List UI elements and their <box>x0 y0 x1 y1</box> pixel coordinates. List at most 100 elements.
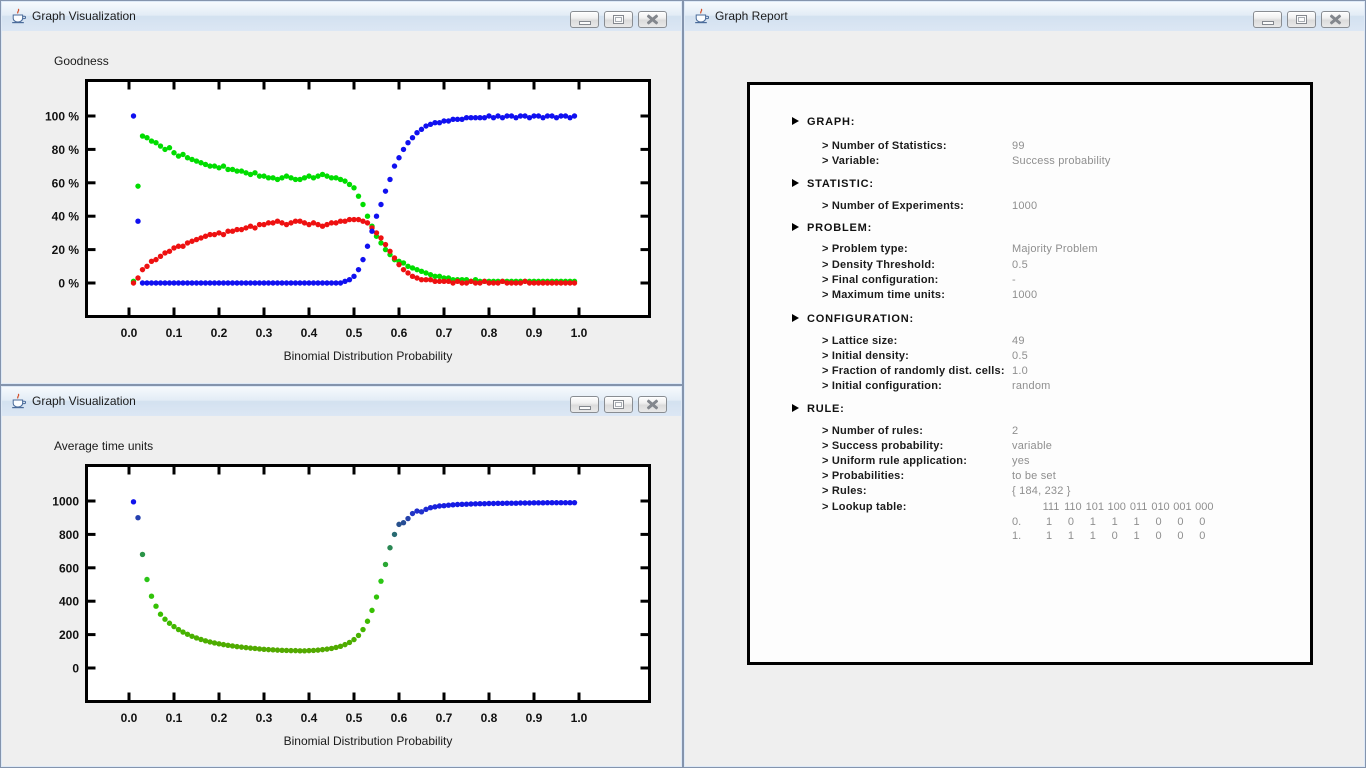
lookup-cell: 1 <box>1045 516 1053 528</box>
minimize-button[interactable] <box>570 11 599 28</box>
data-point <box>265 280 272 286</box>
report-client-area: GRAPH: > Number of Statistics: 99 > Variabl… <box>685 31 1364 766</box>
report-item-value: 1000 <box>1012 200 1038 212</box>
data-point <box>571 280 578 286</box>
data-point <box>567 280 573 286</box>
data-point <box>351 185 357 191</box>
data-point <box>130 499 137 505</box>
data-point <box>148 280 155 286</box>
lookup-cell: 1 <box>1089 516 1096 528</box>
java-coffee-cup-icon <box>10 8 27 24</box>
minimize-button[interactable] <box>570 396 599 413</box>
x-tick-label: 1.0 <box>571 711 588 725</box>
lookup-table-row: 0. 1 0 1 1 1 0 0 0 <box>750 515 1310 529</box>
maximize-button[interactable] <box>604 396 633 413</box>
data-point <box>243 644 249 651</box>
y-tick-label: 80 % <box>52 143 80 157</box>
data-point <box>189 633 195 639</box>
data-point <box>189 238 195 244</box>
titlebar[interactable]: Graph Visualization <box>2 2 681 32</box>
data-point <box>193 158 200 164</box>
data-point <box>517 500 524 506</box>
lookup-table-header: 101 <box>1085 501 1104 513</box>
report-item-value: Majority Problem <box>1012 243 1098 255</box>
titlebar[interactable]: Graph Report <box>685 2 1364 32</box>
y-tick-label: 200 <box>59 628 79 642</box>
data-point <box>171 280 177 286</box>
close-icon <box>646 399 659 410</box>
lookup-cell: 0 <box>1177 530 1184 542</box>
minimize-button[interactable] <box>1253 11 1282 28</box>
lookup-table-header: 110 <box>1064 501 1082 513</box>
data-point <box>153 140 159 146</box>
data-point <box>315 173 321 179</box>
data-point <box>207 163 213 169</box>
close-button[interactable] <box>638 396 667 413</box>
data-point <box>432 119 438 126</box>
data-point <box>198 235 204 241</box>
data-point <box>373 594 380 600</box>
data-point <box>459 116 465 123</box>
data-point <box>544 113 551 119</box>
graph-visualization-window-2: Graph Visualization Average time units 0.… <box>0 385 683 768</box>
data-point <box>355 266 362 273</box>
x-tick-label: 0.1 <box>166 326 183 340</box>
close-button[interactable] <box>1321 11 1350 28</box>
data-point <box>391 255 398 261</box>
close-button[interactable] <box>638 11 667 28</box>
data-point <box>283 647 290 654</box>
x-tick-label: 0.4 <box>301 711 318 725</box>
data-point <box>265 175 272 181</box>
data-point <box>306 173 312 179</box>
data-point <box>243 280 249 286</box>
data-point <box>562 499 569 506</box>
data-point <box>459 501 465 508</box>
data-point <box>342 278 348 285</box>
data-point <box>216 641 222 647</box>
report-item-value: Success probability <box>1012 155 1111 167</box>
data-point <box>337 176 344 183</box>
data-point <box>175 280 182 286</box>
report-item-label: > Rules: <box>822 485 867 497</box>
report-item-value: 1.0 <box>1012 365 1028 377</box>
lookup-cell: 0 <box>1155 530 1162 542</box>
data-point <box>486 280 492 286</box>
maximize-button[interactable] <box>604 11 633 28</box>
close-icon <box>646 14 659 25</box>
data-point <box>387 545 393 551</box>
data-point <box>391 163 398 169</box>
x-tick-label: 0.6 <box>391 326 408 340</box>
window-title: Graph Report <box>715 9 788 23</box>
maximize-button[interactable] <box>1287 11 1316 28</box>
data-point <box>562 113 569 119</box>
lookup-cell: 0 <box>1111 530 1118 542</box>
report-section-row: STATISTIC: <box>750 177 1310 191</box>
data-point <box>369 607 375 614</box>
data-point <box>184 280 191 286</box>
data-point <box>351 216 357 223</box>
data-point <box>328 220 335 226</box>
data-point <box>130 113 137 119</box>
data-point <box>535 280 542 286</box>
window-title: Graph Visualization <box>32 9 136 23</box>
data-point <box>522 278 528 285</box>
data-point <box>238 168 245 174</box>
data-point <box>481 278 488 285</box>
data-point <box>391 531 398 538</box>
titlebar[interactable]: Graph Visualization <box>2 387 681 417</box>
data-point <box>409 265 416 271</box>
data-point <box>441 278 447 285</box>
data-point <box>279 220 285 226</box>
graph-visualization-window-1: Graph Visualization Goodness 0.0 0.1 0.2 0.3… <box>0 0 683 385</box>
lookup-table-header: 000 <box>1195 501 1214 513</box>
data-point <box>229 166 236 173</box>
data-point <box>562 280 569 286</box>
report-item-value: - <box>1012 274 1016 286</box>
data-point <box>310 220 317 226</box>
data-point <box>225 166 231 173</box>
java-coffee-cup-icon <box>693 8 710 24</box>
data-point <box>360 626 366 633</box>
data-point <box>351 636 357 643</box>
data-point <box>229 228 236 234</box>
data-point <box>256 221 263 228</box>
